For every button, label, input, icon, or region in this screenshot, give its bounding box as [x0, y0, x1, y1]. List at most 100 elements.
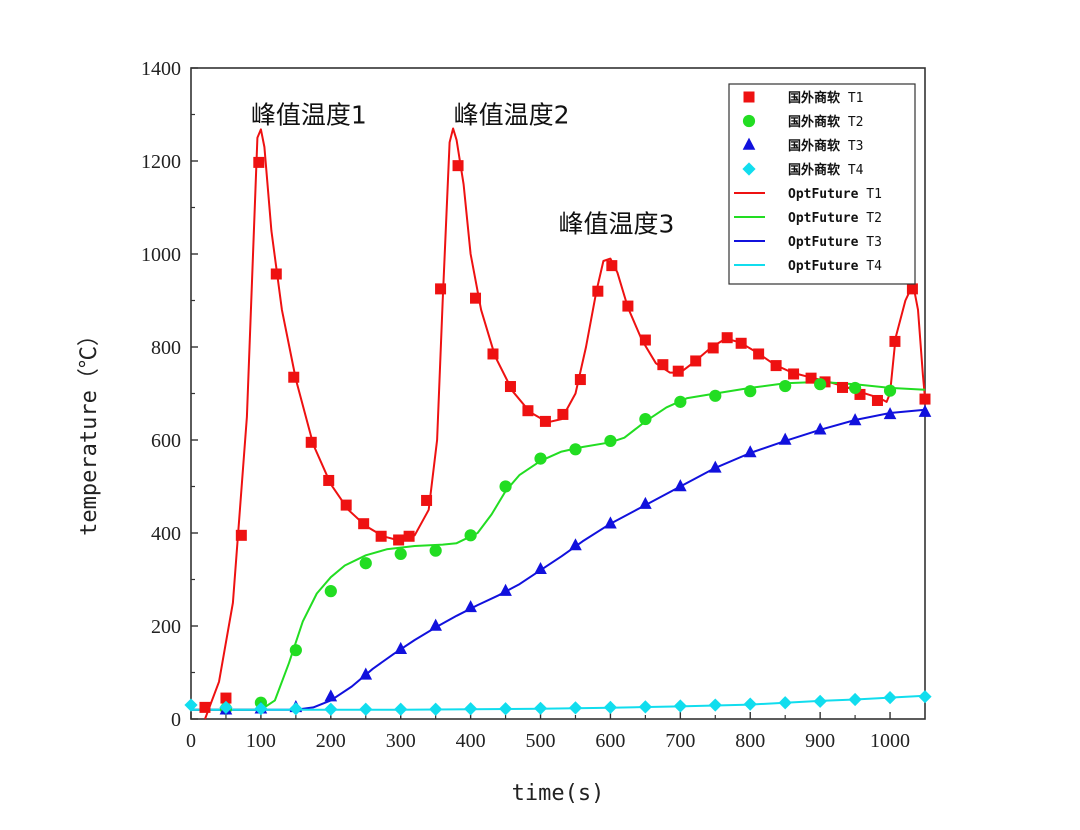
data-point-t1	[487, 348, 499, 360]
data-point-t1	[735, 337, 747, 349]
data-point-t3	[639, 496, 652, 509]
markers-t4	[184, 690, 932, 716]
data-point-t3	[534, 561, 547, 575]
data-point-t4	[743, 697, 757, 711]
data-point-t3	[499, 583, 512, 596]
x-tick-label: 800	[735, 730, 765, 752]
data-point-t1	[323, 474, 335, 486]
data-point-t2	[534, 452, 547, 465]
data-point-t1	[919, 393, 931, 405]
data-point-t4	[778, 696, 792, 710]
data-point-t2	[289, 644, 302, 657]
data-point-t1	[770, 360, 782, 372]
data-point-t1	[504, 381, 516, 393]
data-point-t1	[220, 692, 232, 704]
data-point-t2	[394, 547, 407, 561]
y-tick-label: 0	[171, 709, 181, 731]
data-point-t1	[805, 372, 817, 384]
data-point-t4	[568, 701, 583, 715]
data-point-t1	[837, 381, 849, 393]
y-tick-label: 1000	[141, 244, 181, 266]
data-point-t3	[778, 432, 792, 445]
legend-item: 国外商软 T4	[742, 162, 864, 178]
y-tick-label: 400	[151, 523, 181, 545]
data-point-t4	[219, 700, 233, 714]
data-point-t1	[305, 436, 317, 448]
data-point-t4	[638, 700, 652, 714]
data-point-t1	[606, 260, 618, 272]
legend-item: 国外商软 T2	[742, 114, 864, 130]
y-tick-label: 600	[151, 430, 181, 452]
data-point-t4	[359, 702, 373, 716]
legend-label: OptFuture T4	[788, 259, 882, 274]
data-point-t1	[270, 268, 282, 280]
y-axis-title: temperature（℃）	[77, 324, 102, 536]
data-point-t1	[539, 415, 551, 427]
data-point-t3	[569, 538, 582, 551]
legend: 国外商软 T1 国外商软 T2 国外商软 T3 国外商软 T4 OptFuture T1…	[728, 83, 916, 285]
x-tick-label: 1000	[870, 730, 910, 752]
x-tick-label: 900	[805, 730, 835, 752]
data-point-t3	[848, 413, 862, 426]
data-point-t2	[639, 412, 652, 426]
data-point-t1	[393, 534, 405, 546]
data-point-t3	[708, 460, 722, 473]
legend-label: 国外商软 T2	[788, 114, 864, 130]
data-point-t4	[184, 698, 198, 712]
data-point-t4	[673, 699, 687, 713]
y-tick-label: 200	[151, 616, 181, 638]
markers-t2	[219, 378, 897, 715]
y-tick-label: 800	[151, 337, 181, 359]
data-point-t4	[848, 692, 862, 707]
y-tick-label: 1400	[141, 58, 181, 80]
line-optfuture-t3	[191, 408, 926, 711]
data-point-t1	[657, 359, 669, 371]
data-point-t3	[394, 641, 408, 654]
data-point-t1	[871, 394, 883, 406]
data-point-t2	[709, 389, 722, 402]
data-point-t3	[674, 479, 687, 492]
data-point-t1	[574, 374, 586, 386]
legend-item: OptFuture T2	[734, 211, 882, 226]
legend-marker	[742, 162, 756, 176]
data-point-t2	[848, 381, 862, 395]
data-point-t4	[498, 702, 513, 716]
x-tick-label: 600	[595, 730, 625, 752]
data-point-t1	[672, 365, 684, 377]
data-point-t2	[814, 378, 827, 391]
series-layer	[184, 127, 932, 720]
x-tick-label: 500	[526, 730, 556, 752]
data-point-t3	[604, 516, 617, 529]
legend-label: OptFuture T3	[788, 235, 882, 250]
legend-item: 国外商软 T3	[742, 137, 864, 154]
legend-marker	[742, 114, 756, 128]
legend-item: OptFuture T1	[734, 187, 882, 202]
x-tick-label: 400	[456, 730, 486, 752]
data-point-t3	[883, 407, 897, 420]
data-point-t1	[788, 368, 800, 380]
data-point-t1	[592, 285, 604, 297]
data-point-t2	[744, 385, 757, 398]
data-point-t1	[721, 332, 733, 344]
data-point-t1	[288, 371, 300, 383]
data-point-t1	[639, 334, 651, 346]
data-point-t4	[324, 702, 338, 716]
data-point-t2	[674, 395, 687, 408]
legend-item: OptFuture T3	[734, 235, 882, 250]
x-tick-label: 700	[665, 730, 695, 752]
data-point-t4	[394, 702, 408, 716]
data-point-t3	[918, 404, 932, 417]
data-point-t3	[359, 667, 373, 680]
data-point-t1	[340, 499, 352, 511]
data-point-t4	[429, 702, 443, 716]
data-point-t1	[753, 348, 765, 360]
data-point-t1	[557, 408, 569, 420]
data-point-t3	[813, 422, 827, 435]
data-point-t4	[464, 702, 478, 716]
data-point-t1	[403, 530, 415, 542]
x-tick-label: 300	[386, 730, 416, 752]
legend-label: 国外商软 T4	[788, 162, 864, 178]
data-point-t2	[569, 443, 582, 456]
data-point-t1	[358, 518, 370, 530]
